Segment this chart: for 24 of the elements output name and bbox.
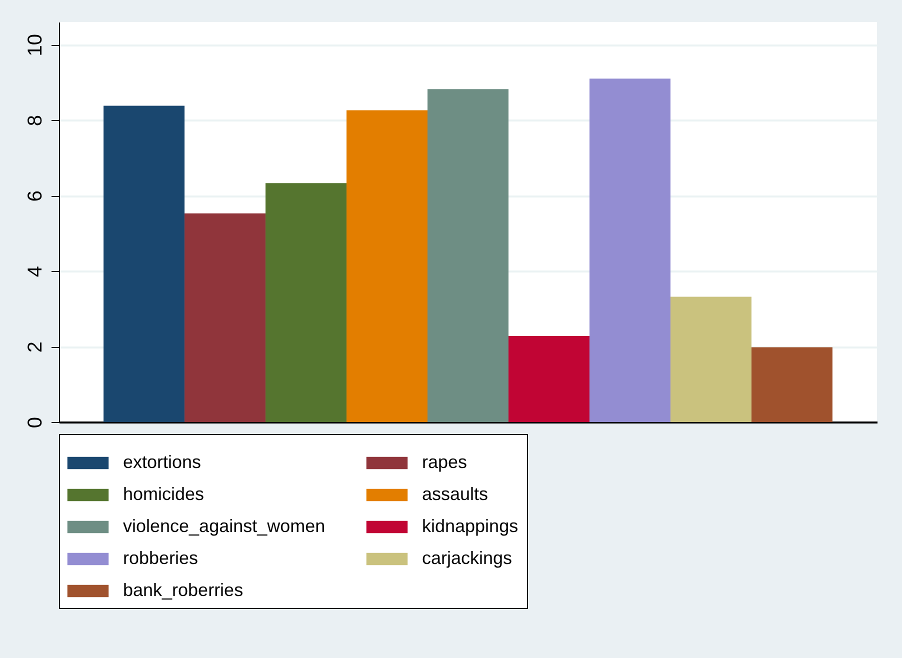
legend-label: rapes [422, 452, 468, 472]
legend-label: assaults [422, 484, 488, 504]
y-tick-label: 2 [24, 341, 46, 353]
y-tick-label: 8 [24, 115, 46, 126]
bar [346, 110, 428, 422]
bar [589, 78, 670, 422]
legend-label: bank_roberries [123, 580, 244, 600]
bar [104, 106, 185, 422]
bar [184, 213, 266, 422]
legend-label: extortions [123, 452, 202, 472]
y-tick-label: 0 [24, 416, 46, 428]
legend-label: carjackings [422, 548, 512, 568]
bar [266, 183, 347, 422]
y-tick-label: 10 [24, 34, 46, 56]
bar [428, 89, 508, 422]
y-tick-label: 6 [24, 190, 46, 202]
legend-label: robberies [123, 548, 198, 568]
legend-label: violence_against_women [123, 516, 326, 536]
legend-label: homicides [123, 484, 204, 504]
y-tick-label: 4 [24, 266, 46, 278]
bar [670, 296, 752, 422]
bar [751, 347, 832, 422]
bar [508, 336, 590, 422]
legend-label: kidnappings [422, 516, 518, 536]
